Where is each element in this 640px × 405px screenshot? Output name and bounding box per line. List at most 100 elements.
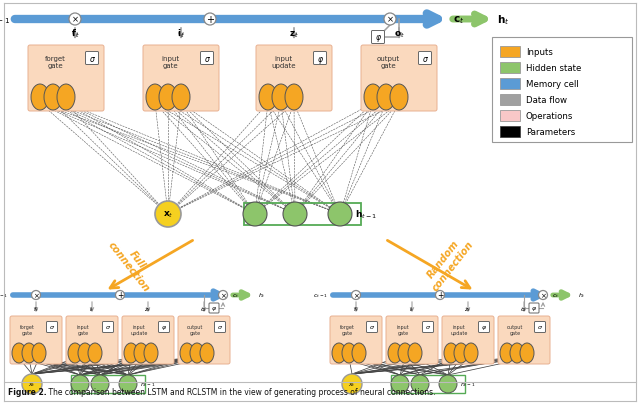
Text: input
gate: input gate <box>161 56 179 69</box>
Bar <box>500 95 520 106</box>
Circle shape <box>218 291 227 300</box>
FancyBboxPatch shape <box>479 322 490 333</box>
Ellipse shape <box>159 85 177 111</box>
Ellipse shape <box>510 343 524 363</box>
Text: The comparison between LSTM and RCLSTM in the view of generating process of neur: The comparison between LSTM and RCLSTM i… <box>46 388 435 396</box>
Text: output
gate: output gate <box>376 56 400 69</box>
Text: forget
gate: forget gate <box>20 324 35 335</box>
Ellipse shape <box>134 343 148 363</box>
Text: $c_{t}$: $c_{t}$ <box>232 291 239 299</box>
Bar <box>500 47 520 58</box>
Text: $\mathbf{f}_{t}$: $\mathbf{f}_{t}$ <box>70 28 79 40</box>
FancyBboxPatch shape <box>214 322 225 333</box>
Text: Full
connection: Full connection <box>106 232 160 293</box>
FancyBboxPatch shape <box>422 322 433 333</box>
Text: $o_t$: $o_t$ <box>200 305 208 313</box>
Ellipse shape <box>283 202 307 226</box>
Circle shape <box>69 14 81 26</box>
Text: $\varphi$: $\varphi$ <box>211 304 217 312</box>
Text: $x_t$: $x_t$ <box>348 380 356 388</box>
Text: $\varphi$: $\varphi$ <box>374 32 381 43</box>
Text: φ: φ <box>317 54 323 63</box>
Text: output
gate: output gate <box>507 324 524 335</box>
Bar <box>500 79 520 90</box>
Ellipse shape <box>439 375 457 393</box>
Ellipse shape <box>332 343 346 363</box>
Text: $\mathbf{c}_{t-1}$: $\mathbf{c}_{t-1}$ <box>0 14 10 26</box>
Ellipse shape <box>57 85 75 111</box>
Text: $\mathbf{z}_{t}$: $\mathbf{z}_{t}$ <box>289 30 299 40</box>
Bar <box>500 127 520 138</box>
Text: $\mathbf{i}_{t}$: $\mathbf{i}_{t}$ <box>177 28 185 40</box>
Ellipse shape <box>285 85 303 111</box>
Text: Hidden state: Hidden state <box>526 64 581 73</box>
Text: $\times$: $\times$ <box>540 291 547 300</box>
FancyBboxPatch shape <box>200 52 214 65</box>
FancyBboxPatch shape <box>143 46 219 112</box>
Text: Random
connection: Random connection <box>421 232 475 293</box>
Ellipse shape <box>342 374 362 394</box>
FancyBboxPatch shape <box>47 322 58 333</box>
Text: Operations: Operations <box>526 112 573 121</box>
Bar <box>500 111 520 122</box>
FancyBboxPatch shape <box>256 46 332 112</box>
Ellipse shape <box>328 202 352 226</box>
Text: forget
gate: forget gate <box>340 324 355 335</box>
Text: σ: σ <box>218 325 222 330</box>
Text: forget
gate: forget gate <box>45 56 66 69</box>
Text: $\mathbf{h}_{t}$: $\mathbf{h}_{t}$ <box>497 13 509 27</box>
Text: $\mathbf{h}_{t-1}$: $\mathbf{h}_{t-1}$ <box>355 208 377 221</box>
Text: $c_{t-1}$: $c_{t-1}$ <box>0 291 8 299</box>
Ellipse shape <box>391 375 409 393</box>
Ellipse shape <box>190 343 204 363</box>
Circle shape <box>351 291 360 300</box>
Text: $x_t$: $x_t$ <box>28 380 36 388</box>
Text: $\times$: $\times$ <box>386 15 394 25</box>
Text: $z_t$: $z_t$ <box>465 305 472 313</box>
Ellipse shape <box>342 343 356 363</box>
Text: $\times$: $\times$ <box>33 291 40 300</box>
Circle shape <box>538 291 547 300</box>
Text: $h_{t-1}$: $h_{t-1}$ <box>460 379 476 388</box>
Text: input
gate: input gate <box>77 324 90 335</box>
Text: $c_{t}$: $c_{t}$ <box>552 291 559 299</box>
FancyBboxPatch shape <box>10 316 62 364</box>
FancyBboxPatch shape <box>122 316 174 364</box>
Ellipse shape <box>68 343 82 363</box>
Circle shape <box>435 291 445 300</box>
Ellipse shape <box>172 85 190 111</box>
Ellipse shape <box>124 343 138 363</box>
Ellipse shape <box>398 343 412 363</box>
Ellipse shape <box>352 343 366 363</box>
Text: input
update: input update <box>271 56 296 69</box>
Ellipse shape <box>444 343 458 363</box>
Text: $\times$: $\times$ <box>71 15 79 25</box>
FancyBboxPatch shape <box>442 316 494 364</box>
Text: $\varphi$: $\varphi$ <box>531 304 537 312</box>
FancyBboxPatch shape <box>159 322 170 333</box>
Text: +: + <box>206 15 214 25</box>
FancyBboxPatch shape <box>367 322 378 333</box>
Text: $\times$: $\times$ <box>353 291 360 300</box>
Ellipse shape <box>411 375 429 393</box>
Ellipse shape <box>71 375 89 393</box>
Ellipse shape <box>454 343 468 363</box>
Ellipse shape <box>146 85 164 111</box>
Text: Data flow: Data flow <box>526 96 567 105</box>
Text: Memory cell: Memory cell <box>526 80 579 89</box>
Ellipse shape <box>31 85 49 111</box>
Text: +: + <box>437 291 443 300</box>
Text: output
gate: output gate <box>187 324 204 335</box>
Bar <box>500 63 520 74</box>
Ellipse shape <box>155 202 181 228</box>
Text: $o_t$: $o_t$ <box>520 305 528 313</box>
Text: $f_t$: $f_t$ <box>353 304 359 313</box>
Ellipse shape <box>88 343 102 363</box>
Ellipse shape <box>272 85 290 111</box>
Text: $\mathbf{x}_{t}$: $\mathbf{x}_{t}$ <box>163 209 173 220</box>
Text: input
update: input update <box>451 324 468 335</box>
Text: Parameters: Parameters <box>526 128 575 136</box>
FancyBboxPatch shape <box>386 316 438 364</box>
Ellipse shape <box>500 343 514 363</box>
FancyBboxPatch shape <box>534 322 545 333</box>
